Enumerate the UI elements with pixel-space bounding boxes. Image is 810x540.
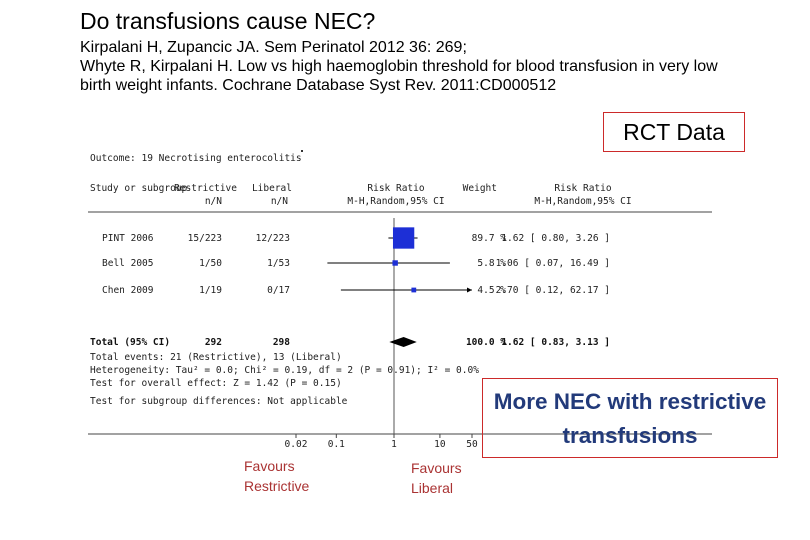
references: Kirpalani H, Zupancic JA. Sem Perinatol … [80, 38, 802, 95]
header-group: Outcome: 19 Necrotising enterocolitis St… [88, 150, 712, 435]
ci-arrow [467, 287, 472, 293]
study-liberal: 12/223 [256, 233, 290, 244]
favours-liberal-label: Favours Liberal [411, 458, 471, 498]
footnote-overall-effect: Test for overall effect: Z = 1.42 (P = 0… [90, 378, 342, 389]
study-ci-text: 1.06 [ 0.07, 16.49 ] [496, 258, 610, 269]
study-restrictive: 15/223 [188, 233, 222, 244]
total-restrictive: 292 [205, 337, 222, 348]
study-ci-text: 1.62 [ 0.80, 3.26 ] [501, 233, 610, 244]
total-name: Total (95% CI) [90, 337, 170, 348]
outcome-label: Outcome: 19 Necrotising enterocolitis [90, 153, 302, 164]
favours-liberal-text: Favours Liberal [411, 460, 462, 496]
study-weight: 5.8 % [477, 258, 506, 269]
study-name: Chen 2009 [102, 285, 154, 296]
x-tick-label: 1 [391, 439, 397, 450]
col-restrictive-header: Restrictive [174, 183, 237, 194]
x-tick-label: 50 [466, 439, 478, 450]
col-study-header: Study or subgroup [90, 183, 188, 194]
study-name: PINT 2006 [102, 233, 154, 244]
reference-line-2: Whyte R, Kirpalani H. Low vs high haemog… [80, 58, 718, 75]
col-weight-header: Weight [463, 183, 497, 194]
total-weight: 100.0 % [466, 337, 506, 348]
reference-line-1: Kirpalani H, Zupancic JA. Sem Perinatol … [80, 39, 467, 56]
study-liberal: 0/17 [267, 285, 290, 296]
rct-data-label: RCT Data [603, 112, 745, 152]
x-tick-label: 10 [434, 439, 446, 450]
plot-layer: PINT 2006 15/223 12/223 89.7 %1.62 [ 0.80, … [90, 218, 610, 450]
total-diamond [389, 337, 417, 347]
footnote-subgroup: Test for subgroup differences: Not appli… [90, 396, 348, 407]
study-point [392, 260, 398, 266]
study-liberal: 1/53 [267, 258, 290, 269]
col-rr2-sub: M-H,Random,95% CI [534, 196, 631, 207]
study-point [392, 227, 415, 249]
reference-line-3: birth weight infants. Cochrane Database … [80, 77, 557, 94]
study-weight: 4.5 % [477, 285, 506, 296]
slide-title: Do transfusions cause NEC? [80, 8, 376, 34]
total-liberal: 298 [273, 337, 290, 348]
footnote-events: Total events: 21 (Restrictive), 13 (Libe… [90, 352, 342, 363]
col-rr-header: Risk Ratio [367, 183, 424, 194]
study-name: Bell 2005 [102, 258, 153, 269]
study-restrictive: 1/50 [199, 258, 222, 269]
col-rr-sub: M-H,Random,95% CI [347, 196, 444, 207]
col-restrictive-sub: n/N [205, 196, 222, 207]
x-tick-label: 0.1 [328, 439, 345, 450]
study-restrictive: 1/19 [199, 285, 222, 296]
col-rr2-header: Risk Ratio [554, 183, 611, 194]
footnote-heterogeneity: Heterogeneity: Tau² = 0.0; Chi² = 0.19, … [90, 365, 479, 376]
col-liberal-header: Liberal [252, 183, 292, 194]
study-point [411, 287, 417, 293]
favours-restrictive-text: Favours Restrictive [244, 458, 310, 494]
total-ci-text: 1.62 [ 0.83, 3.13 ] [501, 337, 610, 348]
stray-dot [301, 150, 303, 152]
study-ci-text: 2.70 [ 0.12, 62.17 ] [496, 285, 610, 296]
col-liberal-sub: n/N [271, 196, 288, 207]
study-weight: 89.7 % [472, 233, 507, 244]
footnotes-group: Total events: 21 (Restrictive), 13 (Libe… [90, 352, 479, 407]
x-tick-label: 0.02 [285, 439, 308, 450]
callout-box: More NEC with restrictive transfusions [482, 378, 778, 458]
favours-restrictive-label: Favours Restrictive [244, 456, 324, 496]
